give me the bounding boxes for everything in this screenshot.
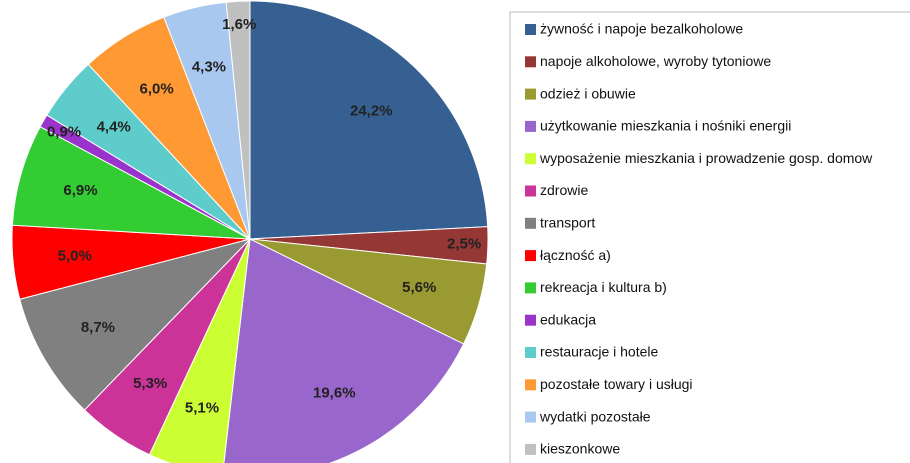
legend-label: żywność i napoje bezalkoholowe <box>540 21 743 37</box>
legend-swatch <box>525 185 536 197</box>
data-label: 8,7% <box>81 319 115 336</box>
data-label: 6,9% <box>63 182 97 199</box>
legend-swatch <box>525 153 536 165</box>
legend-swatch <box>525 282 536 294</box>
legend-swatch <box>525 347 536 358</box>
data-label: 6,0% <box>140 81 174 98</box>
legend-swatch <box>525 120 536 132</box>
legend-swatch <box>525 24 536 35</box>
legend-label: zdrowie <box>540 182 588 198</box>
legend-swatch <box>525 88 536 100</box>
legend-box <box>509 11 910 463</box>
pie-slice <box>11 126 251 240</box>
data-label: 1,6% <box>222 16 256 33</box>
legend-label: kieszonkowe <box>540 441 620 457</box>
legend-swatch <box>525 250 536 262</box>
legend-label: wydatki pozostałe <box>539 408 651 424</box>
pie-slice <box>223 238 465 463</box>
data-label: 19,6% <box>313 385 356 402</box>
pie-slice <box>19 238 252 411</box>
data-label: 5,3% <box>133 375 167 392</box>
legend-label: edukacja <box>540 311 596 327</box>
legend-label: użytkowanie mieszkania i nośniki energii <box>540 118 791 134</box>
pie-slice <box>225 0 251 240</box>
legend-label: restauracje i hotele <box>540 344 659 360</box>
data-label: 2,5% <box>447 236 481 253</box>
pie-slice <box>249 0 489 240</box>
legend-label: łączność a) <box>540 247 611 263</box>
legend-label: rekreacja i kultura b) <box>540 279 667 295</box>
data-label: 5,1% <box>185 399 219 416</box>
legend-swatch <box>525 379 536 391</box>
legend-swatch <box>525 443 536 455</box>
legend-label: odzież i obuwie <box>540 85 636 101</box>
legend-swatch <box>525 411 536 423</box>
data-label: 5,0% <box>58 247 92 264</box>
legend-label: napoje alkoholowe, wyroby tytoniowe <box>540 53 771 69</box>
legend-swatch <box>525 314 536 326</box>
legend-label: wyposażenie mieszkania i prowadzenie gos… <box>539 150 873 166</box>
data-label: 4,4% <box>97 118 131 135</box>
legend-swatch <box>525 56 536 68</box>
data-label: 5,6% <box>402 279 436 296</box>
data-label: 4,3% <box>192 59 226 76</box>
data-label: 0,9% <box>47 124 81 141</box>
data-label: 24,2% <box>350 102 393 119</box>
legend-label: pozostałe towary i usługi <box>540 376 693 392</box>
legend-swatch <box>525 217 536 229</box>
legend-label: transport <box>540 215 595 231</box>
